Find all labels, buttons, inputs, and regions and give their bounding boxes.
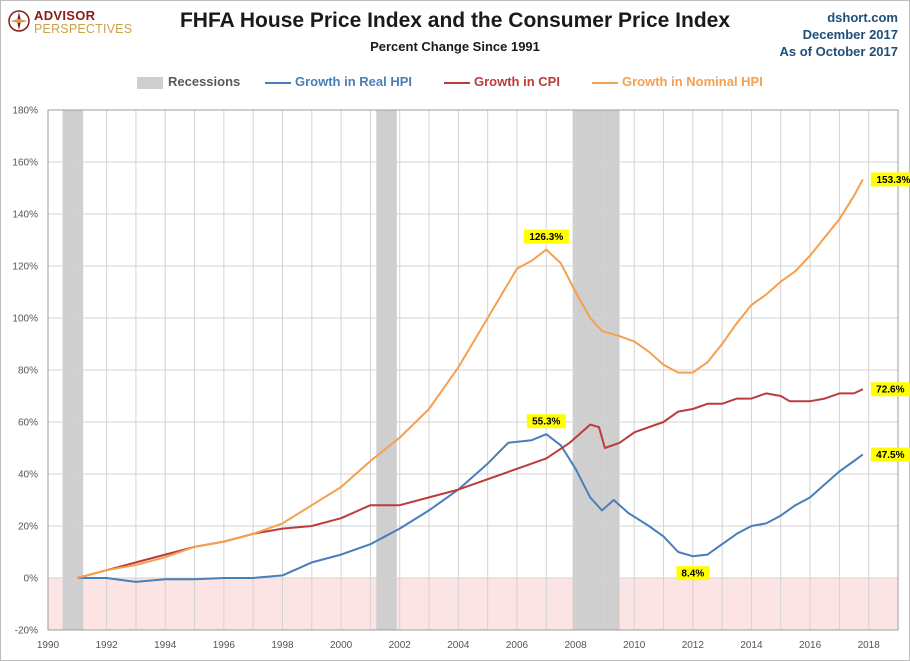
real-hpi-line <box>77 433 864 583</box>
value-callout-box <box>870 447 910 462</box>
cpi-line <box>77 388 864 579</box>
y-tick-label: 140% <box>12 210 38 221</box>
y-tick-label: 180% <box>12 106 38 117</box>
y-tick-label: 60% <box>18 418 38 429</box>
x-tick-label: 2000 <box>330 640 353 651</box>
x-tick-label: 2008 <box>564 640 587 651</box>
x-tick-label: 2014 <box>740 640 763 651</box>
x-tick-label: 1990 <box>37 640 60 651</box>
x-tick-label: 1992 <box>95 640 118 651</box>
y-tick-label: 120% <box>12 262 38 273</box>
source-data-as-of: As of October 2017 <box>779 44 899 59</box>
x-tick-label: 2006 <box>506 640 529 651</box>
value-callout-label: 8.4% <box>681 569 704 580</box>
value-callout-label: 47.5% <box>876 450 904 461</box>
y-tick-label: 100% <box>12 314 38 325</box>
legend-label-real-hpi: Growth in Real HPI <box>295 74 413 89</box>
y-tick-label: 160% <box>12 158 38 169</box>
negative-zone <box>48 578 898 630</box>
legend-label-recessions: Recessions <box>168 74 241 89</box>
x-tick-label: 2012 <box>682 640 705 651</box>
source-date: December 2017 <box>802 27 898 42</box>
x-tick-label: 2002 <box>389 640 412 651</box>
chart-title: FHFA House Price Index and the Consumer … <box>179 9 731 32</box>
value-callout-label: 55.3% <box>532 417 560 428</box>
y-tick-label: -20% <box>15 626 38 637</box>
chart-legend: Recessions Growth in Real HPI Growth in … <box>0 74 910 92</box>
compass-logo-icon <box>8 10 30 32</box>
legend-label-cpi: Growth in CPI <box>474 74 560 89</box>
value-callout-box <box>870 172 910 187</box>
logo-text-advisor: ADVISOR <box>34 8 96 23</box>
value-callout-box <box>526 414 566 429</box>
value-callout-box <box>870 382 910 397</box>
value-callout-box <box>676 566 710 581</box>
value-callout-box <box>523 229 569 244</box>
legend-swatch-nominal-hpi <box>592 82 618 84</box>
y-tick-label: 40% <box>18 470 38 481</box>
x-tick-label: 1996 <box>213 640 236 651</box>
legend-swatch-real-hpi <box>265 82 291 84</box>
x-tick-label: 2018 <box>858 640 881 651</box>
x-tick-label: 1998 <box>271 640 294 651</box>
legend-label-nominal-hpi: Growth in Nominal HPI <box>622 74 763 89</box>
source-site: dshort.com <box>827 10 898 25</box>
y-tick-label: 80% <box>18 366 38 377</box>
legend-swatch-cpi <box>444 82 470 84</box>
value-callout-label: 72.6% <box>876 385 904 396</box>
legend-swatch-recessions <box>137 77 163 89</box>
nominal-hpi-line <box>77 178 864 579</box>
source-block: dshort.com December 2017 As of October 2… <box>780 9 899 60</box>
x-tick-label: 2010 <box>623 640 646 651</box>
x-tick-label: 2004 <box>447 640 470 651</box>
y-tick-label: 20% <box>18 522 38 533</box>
x-tick-label: 1994 <box>154 640 177 651</box>
logo-text-perspectives: PERSPECTIVES <box>34 22 133 36</box>
value-callout-label: 153.3% <box>876 175 910 186</box>
x-tick-label: 2016 <box>799 640 822 651</box>
chart-subtitle: Percent Change Since 1991 <box>370 39 540 54</box>
advisor-perspectives-logo: ADVISOR PERSPECTIVES <box>8 8 138 38</box>
plot-area-border <box>47 109 899 631</box>
y-tick-label: 0% <box>24 574 39 585</box>
value-callout-label: 126.3% <box>529 232 563 243</box>
